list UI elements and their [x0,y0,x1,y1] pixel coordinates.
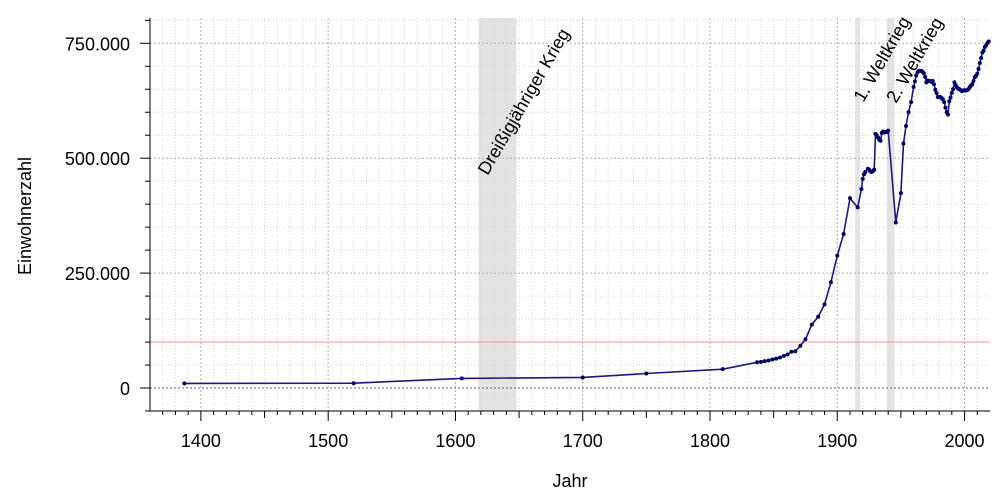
data-point-2019 [986,39,991,44]
data-point-1990 [949,90,954,95]
data-point-1855 [778,355,782,360]
x-tick-label-1800: 1800 [690,431,730,451]
data-point-2012 [977,61,982,66]
data-point-1954 [904,124,908,129]
x-tick-label-1700: 1700 [563,431,603,451]
x-tick-label-1400: 1400 [181,431,221,451]
data-point-1890 [822,302,827,307]
period-band-2 [886,18,895,411]
data-point-1984 [942,100,947,105]
data-point-2010 [975,71,980,76]
data-point-2015 [981,48,986,53]
x-tick-label-2000: 2000 [945,431,985,451]
data-point-2006 [970,82,975,87]
y-tick-label-500000: 500.000 [65,149,130,169]
data-point-1940 [886,128,891,133]
data-point-1919 [859,186,864,191]
x-tick-label-1900: 1900 [817,431,857,451]
data-point-1837 [755,360,760,365]
data-point-1871 [798,343,803,348]
data-point-1910 [848,196,852,201]
data-point-1700 [580,375,585,380]
data-point-1895 [828,280,833,285]
data-point-1960 [911,84,916,89]
data-point-1843 [762,359,767,364]
x-tick-label-1500: 1500 [308,431,348,451]
data-point-1846 [766,358,771,363]
tick-labels: 1400 1500 1600 1700 1800 1900 2000 0 250.000 500.… [65,34,985,451]
period-bands [478,18,895,411]
data-point-1880 [809,322,814,327]
y-axis-title: Einwohnerzahl [15,157,35,275]
data-point-1920 [860,176,865,181]
data-point-1934 [878,138,883,143]
data-point-1900 [835,253,840,258]
grid-lines [150,18,990,412]
axes [140,18,990,421]
data-point-1976 [932,82,936,87]
data-point-1858 [781,353,786,358]
reference-lines [150,341,990,389]
y-tick-label-250000: 250.000 [65,264,130,284]
data-point-1387 [182,381,187,386]
data-point-1985 [943,105,948,110]
x-tick-label-1600: 1600 [435,431,475,451]
data-point-2013 [979,55,984,60]
y-tick-label-0: 0 [120,379,130,399]
data-point-1885 [816,314,821,319]
data-point-1916 [855,205,860,210]
data-point-2007 [971,78,976,83]
data-point-1852 [774,356,779,361]
data-point-1861 [785,352,790,357]
data-point-1929 [872,167,877,172]
data-point-2011 [976,67,981,72]
data-point-1810 [720,367,725,372]
data-point-1956 [906,110,911,115]
data-point-1989 [948,95,953,100]
data-point-1958 [909,100,914,105]
data-point-1922 [863,169,868,174]
data-point-1968 [921,71,926,76]
data-point-1875 [803,337,808,342]
data-point-1988 [947,99,952,104]
data-point-1905 [841,232,846,237]
data-point-1946 [893,220,898,225]
x-axis-title: Jahr [552,471,587,491]
series-population [182,39,991,386]
data-point-1840 [758,359,763,364]
data-point-1975 [930,78,935,83]
data-point-1520 [351,381,356,386]
data-point-1961 [912,79,917,84]
data-point-1849 [770,357,775,362]
period-band-0 [478,18,517,411]
y-tick-label-750000: 750.000 [65,34,130,54]
data-point-1991 [951,87,956,92]
data-point-1977 [933,87,938,92]
data-point-1969 [923,74,928,79]
data-point-1750 [644,371,649,376]
data-point-1978 [934,90,939,95]
data-point-1950 [898,191,903,196]
data-point-1952 [901,141,906,146]
data-point-1962 [914,73,919,78]
data-point-1864 [789,349,794,354]
data-point-1987 [946,112,950,117]
period-band-1 [855,18,861,411]
data-point-1605 [459,376,464,381]
data-point-1867 [793,349,798,354]
